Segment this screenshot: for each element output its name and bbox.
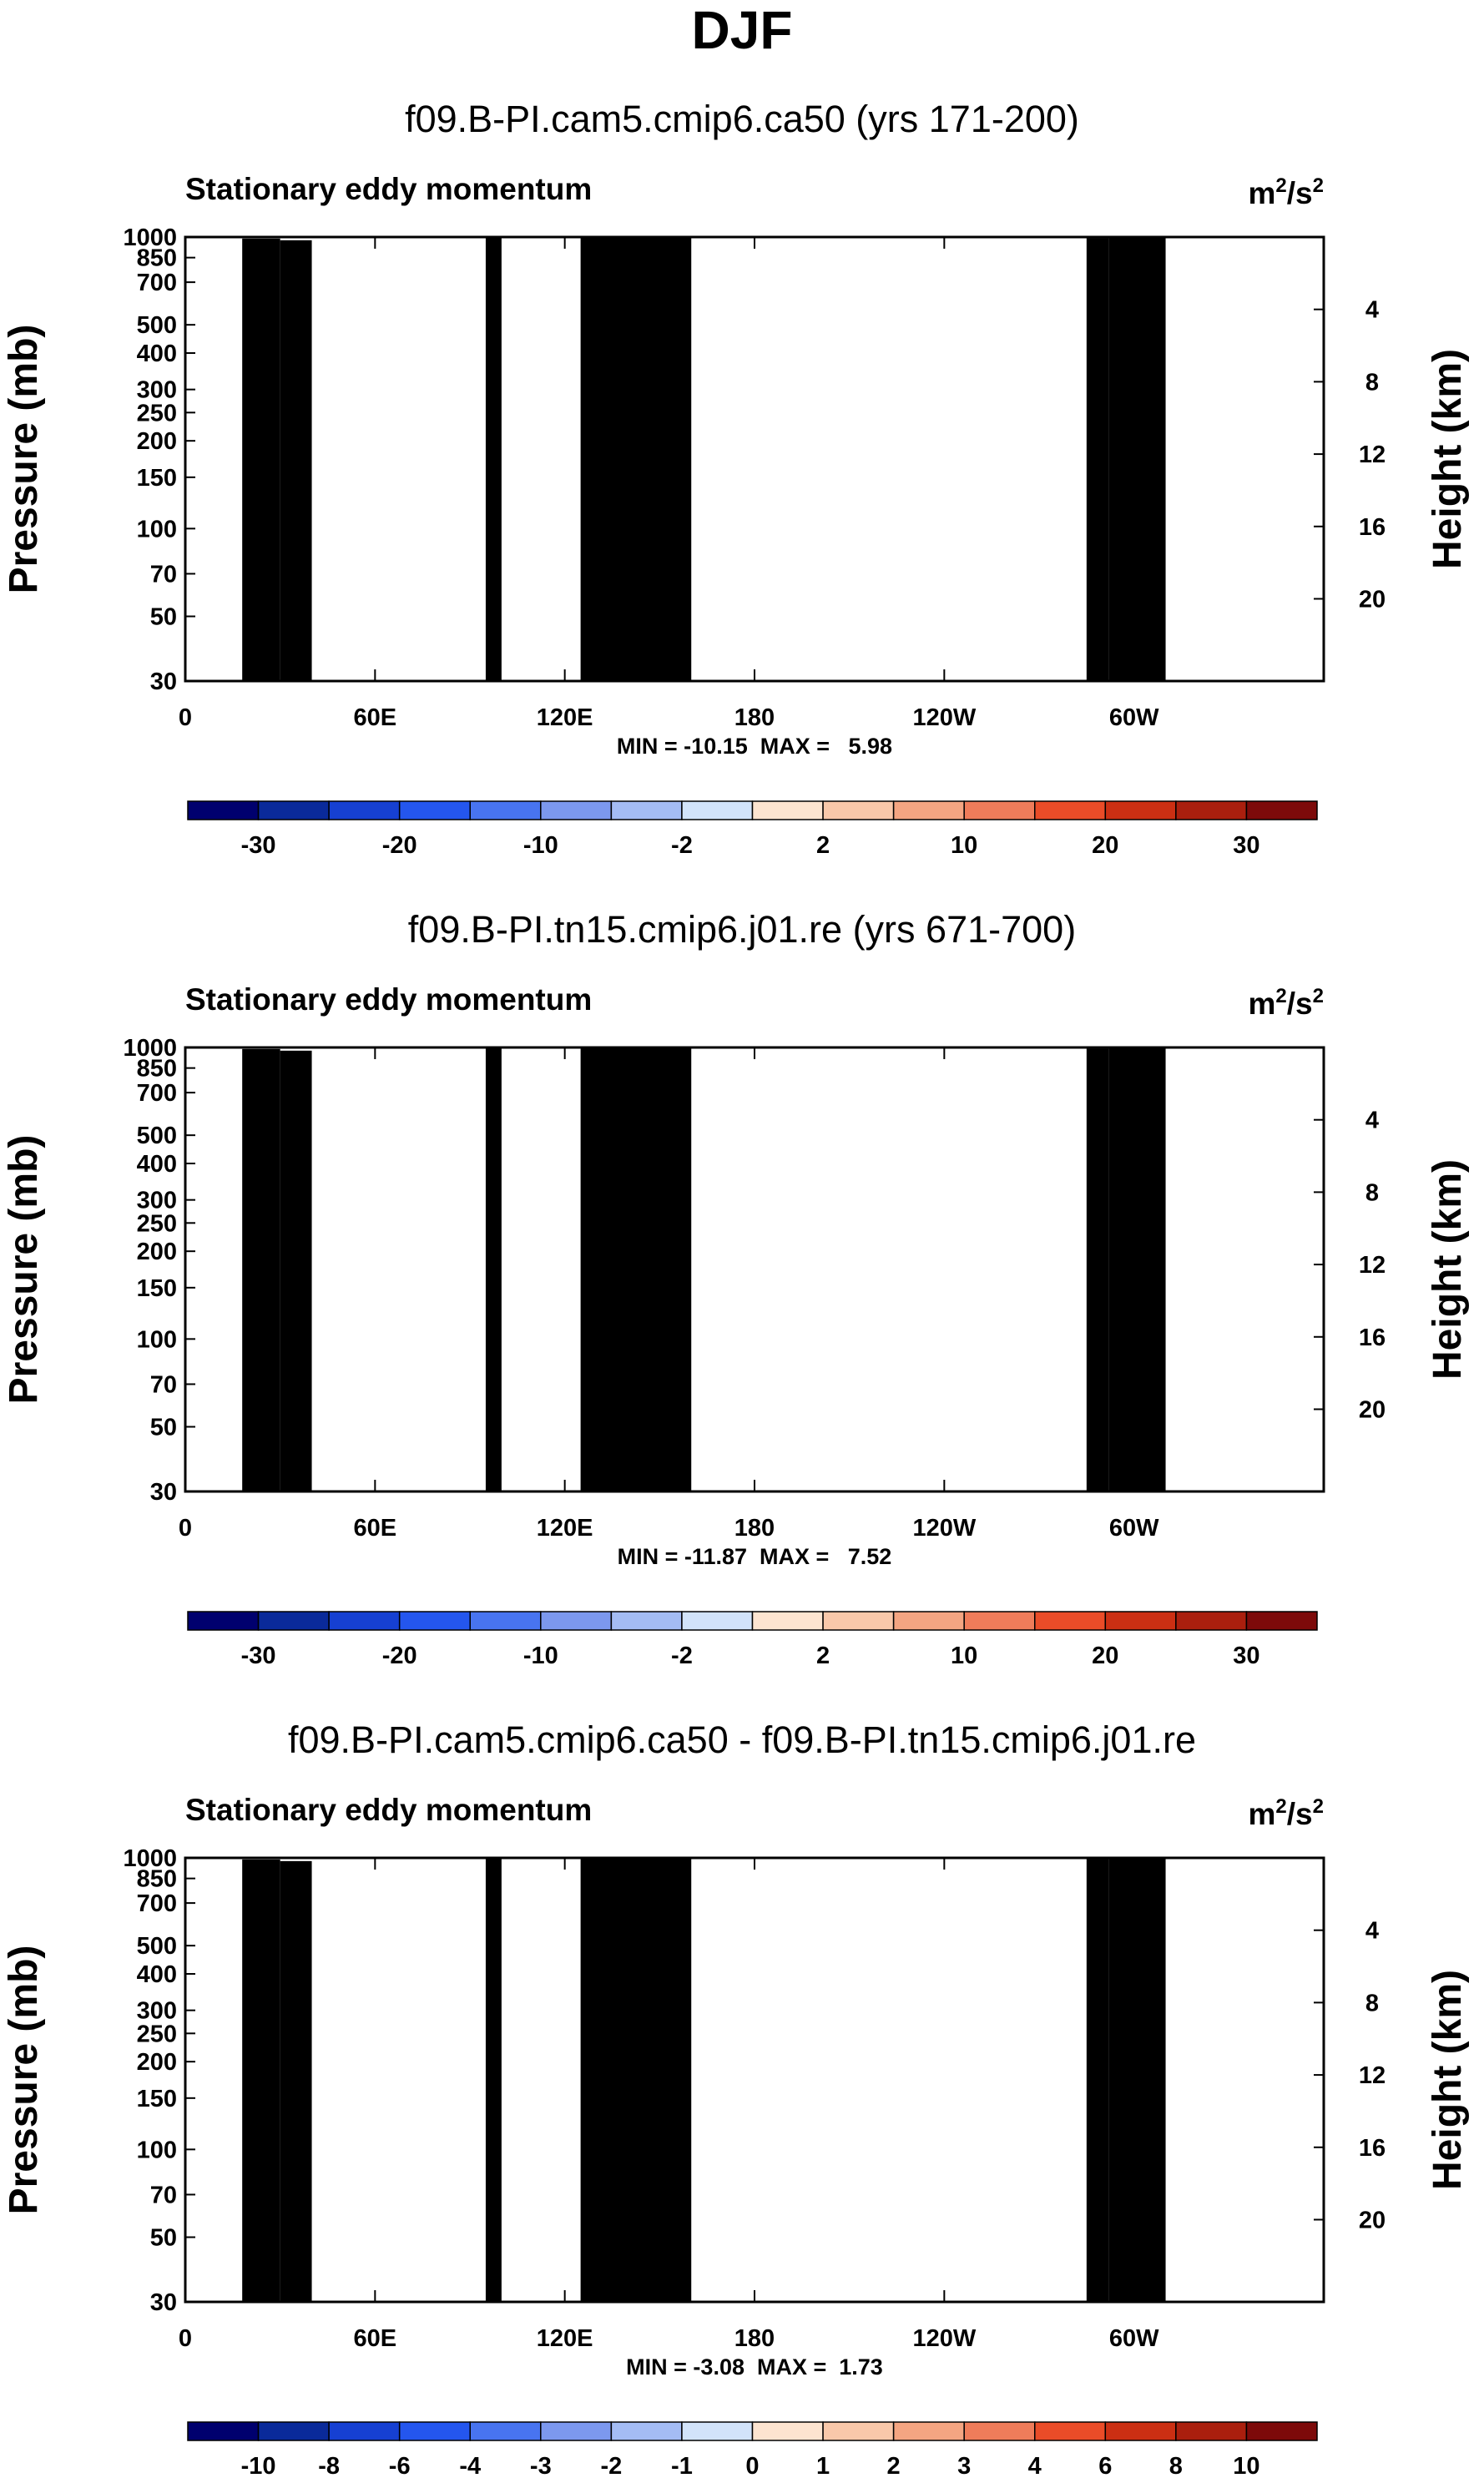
panel-subtitle: Stationary eddy momentum: [185, 172, 592, 206]
units-part: /s: [1287, 176, 1313, 210]
figure-main-title: DJF: [692, 0, 793, 60]
chart-panel-1: f09.B-PI.cam5.cmip6.ca50 (yrs 171-200) St…: [2, 98, 1470, 859]
units-part: 2: [1275, 174, 1286, 197]
panels: f09.B-PI.cam5.cmip6.ca50 (yrs 171-200) St…: [2, 98, 1470, 2480]
units-part: m: [1249, 176, 1276, 210]
panel-title: f09.B-PI.cam5.cmip6.ca50 (yrs 171-200): [405, 98, 1079, 140]
units-part: 2: [1313, 174, 1324, 197]
data-field: [242, 237, 1166, 681]
units-label: m2/s2: [1249, 174, 1324, 210]
